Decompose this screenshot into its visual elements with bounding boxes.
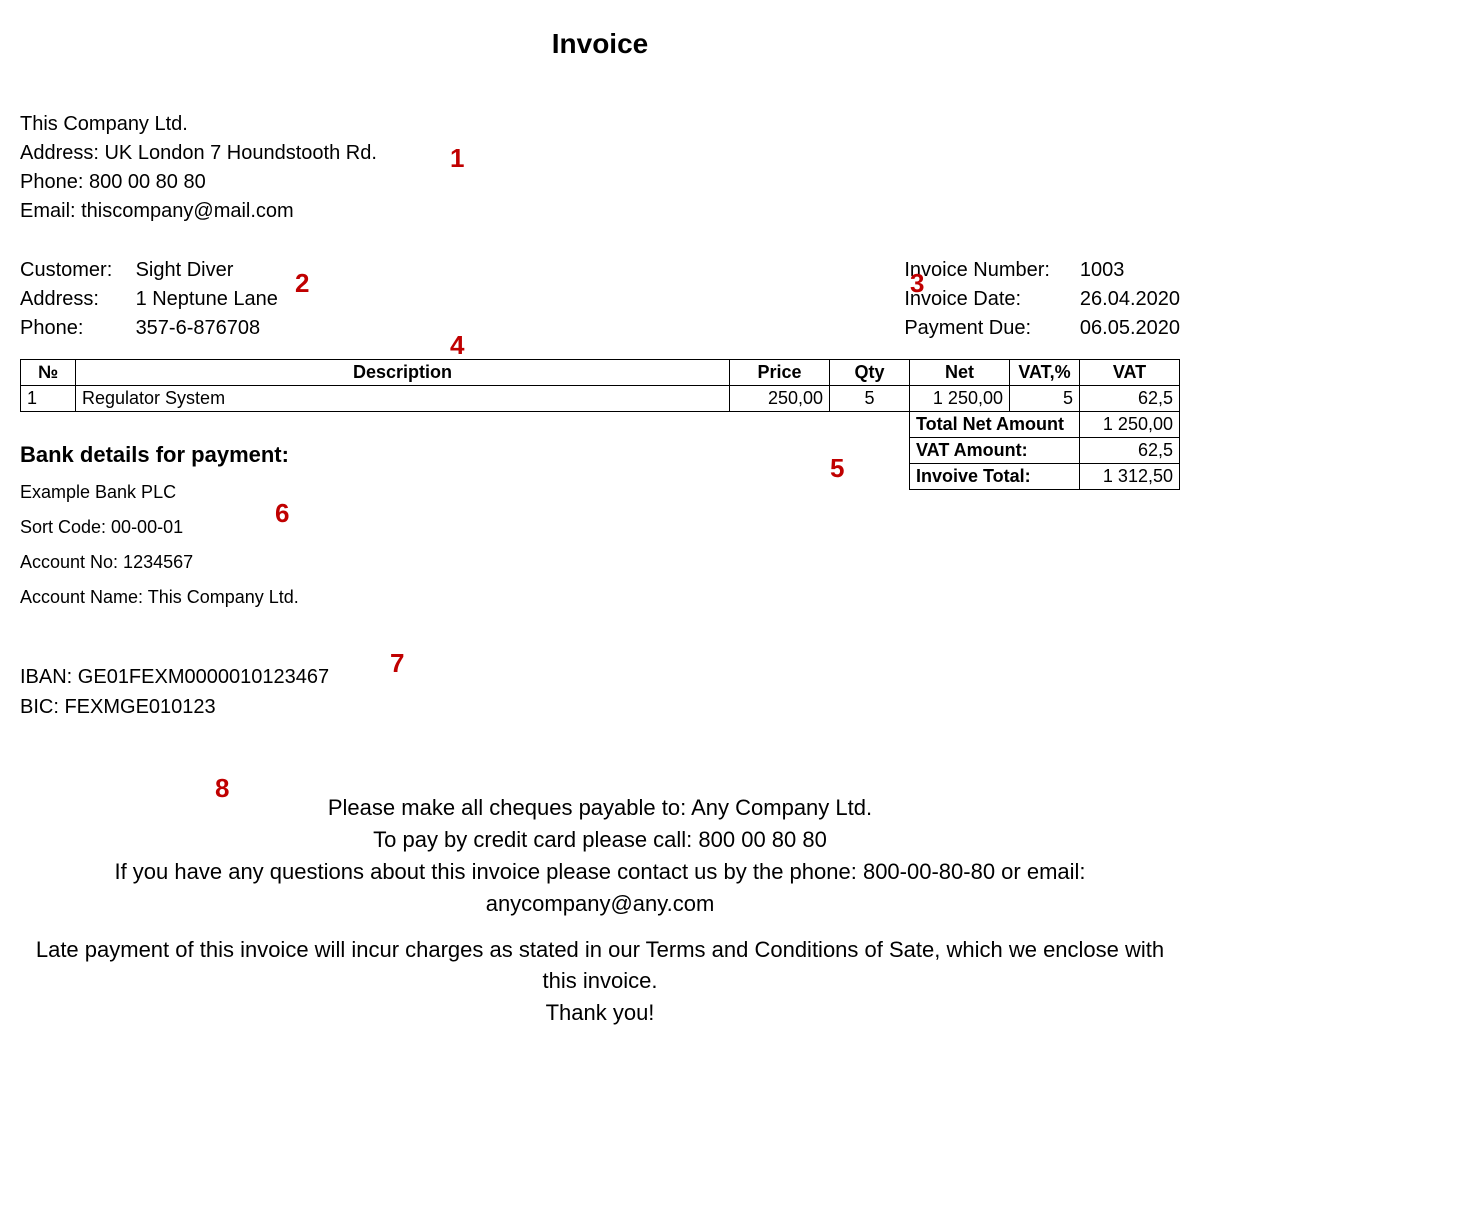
invoice-date: 26.04.2020 (1080, 288, 1180, 310)
company-block: This Company Ltd. Address: UK London 7 H… (20, 110, 1180, 226)
totals-vat-label: VAT Amount: (910, 438, 1080, 464)
totals-net-value: 1 250,00 (1080, 412, 1180, 438)
customer-phone: 357-6-876708 (136, 317, 261, 339)
customer-address: 1 Neptune Lane (136, 288, 278, 310)
invoice-document: Invoice This Company Ltd. Address: UK Lo… (20, 28, 1180, 1029)
invoice-number-line: Invoice Number: 1003 (904, 256, 1180, 285)
footer-line-3: If you have any questions about this inv… (20, 856, 1180, 920)
totals-net-row: Total Net Amount 1 250,00 (910, 412, 1180, 438)
bank-heading: Bank details for payment: (20, 442, 299, 468)
customer-address-line: Address: 1 Neptune Lane (20, 285, 278, 314)
totals-vat-value: 62,5 (1080, 438, 1180, 464)
customer-name-line: Customer: Sight Diver (20, 256, 278, 285)
th-vat-pct: VAT,% (1010, 360, 1080, 386)
annotation-1: 1 (450, 143, 464, 174)
bank-account-no: Account No: 1234567 (20, 552, 299, 573)
bank-account-name: Account Name: This Company Ltd. (20, 587, 299, 608)
footer-line-1: Please make all cheques payable to: Any … (20, 792, 1180, 824)
invoice-date-label: Invoice Date: (904, 285, 1074, 314)
cell-vat: 62,5 (1080, 386, 1180, 412)
cell-net: 1 250,00 (910, 386, 1010, 412)
annotation-5: 5 (830, 453, 844, 484)
cell-no: 1 (21, 386, 76, 412)
bank-name: Example Bank PLC (20, 482, 299, 503)
annotation-8: 8 (215, 773, 229, 804)
cell-description: Regulator System (76, 386, 730, 412)
customer-address-label: Address: (20, 285, 130, 314)
customer-name: Sight Diver (136, 259, 234, 281)
annotation-7: 7 (390, 648, 404, 679)
annotation-6: 6 (275, 498, 289, 529)
payment-due: 06.05.2020 (1080, 317, 1180, 339)
footer-line-5: Thank you! (20, 997, 1180, 1029)
th-no: № (21, 360, 76, 386)
company-email: Email: thiscompany@mail.com (20, 197, 1180, 226)
totals-total-value: 1 312,50 (1080, 464, 1180, 490)
customer-label: Customer: (20, 256, 130, 285)
cell-qty: 5 (830, 386, 910, 412)
annotation-2: 2 (295, 268, 309, 299)
totals-net-label: Total Net Amount (910, 412, 1080, 438)
annotation-4: 4 (450, 330, 464, 361)
payment-due-label: Payment Due: (904, 314, 1074, 343)
totals-total-row: Invoive Total: 1 312,50 (910, 464, 1180, 490)
customer-phone-line: Phone: 357-6-876708 (20, 314, 278, 343)
invoice-number-label: Invoice Number: (904, 256, 1074, 285)
th-net: Net (910, 360, 1010, 386)
after-table-row: Bank details for payment: Example Bank P… (20, 412, 1180, 622)
th-description: Description (76, 360, 730, 386)
totals-table: Total Net Amount 1 250,00 VAT Amount: 62… (909, 411, 1180, 490)
table-header-row: № Description Price Qty Net VAT,% VAT (21, 360, 1180, 386)
cell-price: 250,00 (730, 386, 830, 412)
bank-bic: BIC: FEXMGE010123 (20, 692, 1180, 722)
th-price: Price (730, 360, 830, 386)
cell-vat-pct: 5 (1010, 386, 1080, 412)
totals-total-label: Invoive Total: (910, 464, 1080, 490)
invoice-number: 1003 (1080, 259, 1125, 281)
bank-details-block: Bank details for payment: Example Bank P… (20, 412, 299, 622)
company-address: Address: UK London 7 Houndstooth Rd. (20, 139, 1180, 168)
page-title: Invoice (20, 28, 1180, 60)
invoice-meta-block: Invoice Number: 1003 Invoice Date: 26.04… (904, 256, 1180, 343)
footer-line-4: Late payment of this invoice will incur … (20, 934, 1180, 998)
customer-phone-label: Phone: (20, 314, 130, 343)
invoice-date-line: Invoice Date: 26.04.2020 (904, 285, 1180, 314)
customer-block: Customer: Sight Diver Address: 1 Neptune… (20, 256, 278, 343)
totals-vat-row: VAT Amount: 62,5 (910, 438, 1180, 464)
payment-due-line: Payment Due: 06.05.2020 (904, 314, 1180, 343)
bank-iban: IBAN: GE01FEXM0000010123467 (20, 662, 1180, 692)
company-name: This Company Ltd. (20, 110, 1180, 139)
company-phone: Phone: 800 00 80 80 (20, 168, 1180, 197)
table-row: 1 Regulator System 250,00 5 1 250,00 5 6… (21, 386, 1180, 412)
line-items-table: № Description Price Qty Net VAT,% VAT 1 … (20, 359, 1180, 412)
party-meta-row: Customer: Sight Diver Address: 1 Neptune… (20, 256, 1180, 343)
footer-block: Please make all cheques payable to: Any … (20, 792, 1180, 1029)
footer-line-2: To pay by credit card please call: 800 0… (20, 824, 1180, 856)
th-vat: VAT (1080, 360, 1180, 386)
international-bank-block: IBAN: GE01FEXM0000010123467 BIC: FEXMGE0… (20, 662, 1180, 722)
footer-spacer (20, 920, 1180, 934)
annotation-3: 3 (910, 268, 924, 299)
bank-sort-code: Sort Code: 00-00-01 (20, 517, 299, 538)
th-qty: Qty (830, 360, 910, 386)
